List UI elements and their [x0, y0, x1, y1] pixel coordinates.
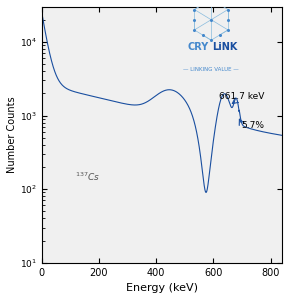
X-axis label: Energy (keV): Energy (keV): [126, 283, 198, 293]
Y-axis label: Number Counts: Number Counts: [7, 97, 17, 173]
Text: 5.7%: 5.7%: [241, 121, 264, 130]
Text: LiNK: LiNK: [212, 42, 237, 52]
Text: CRY: CRY: [187, 42, 209, 52]
Text: — LINKING VALUE —: — LINKING VALUE —: [183, 67, 239, 72]
Text: 661.7 keV: 661.7 keV: [219, 92, 264, 100]
Text: $^{137}$Cs: $^{137}$Cs: [75, 170, 100, 183]
